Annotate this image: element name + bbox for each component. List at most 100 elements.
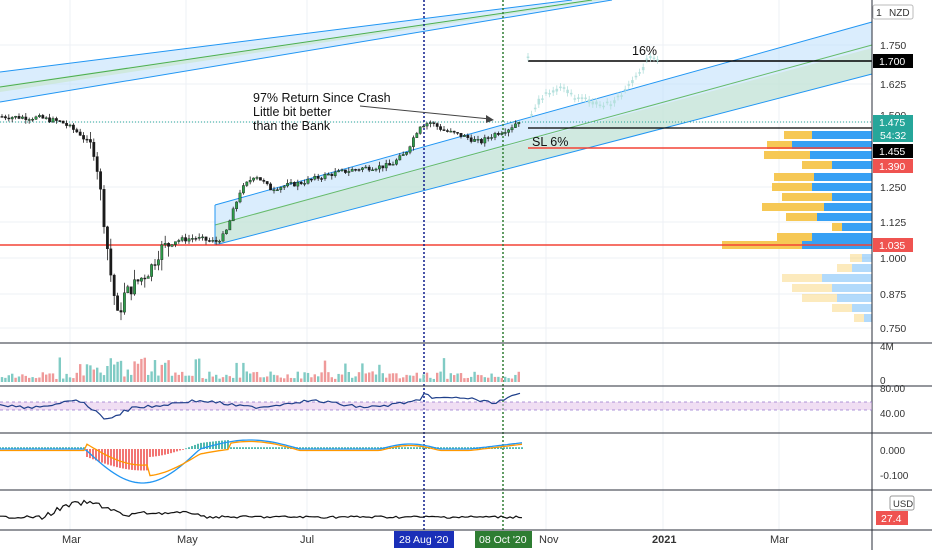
macd-bar-67 <box>200 442 202 449</box>
volume-bar-69 <box>235 362 238 382</box>
time-axis[interactable]: Mar May Jul 28 Aug '20 08 Oct '20 Nov 20… <box>62 531 789 548</box>
vp-down-12 <box>850 254 862 262</box>
candle-42 <box>143 277 147 280</box>
candle-4 <box>14 115 17 118</box>
macd-bar-20 <box>59 447 61 449</box>
macd-bar-78 <box>233 447 235 449</box>
volume-bar-21 <box>72 378 75 382</box>
volume-bar-78 <box>266 376 269 382</box>
candle-56 <box>190 238 194 240</box>
volume-bar-52 <box>177 374 180 382</box>
candle-118 <box>401 154 405 156</box>
volume-bar-86 <box>293 378 296 382</box>
macd-bar-125 <box>374 447 376 449</box>
macd-bar-117 <box>350 447 352 449</box>
macd-bar-11 <box>32 447 34 449</box>
macd-bar-151 <box>452 447 454 449</box>
volume-bar-1 <box>4 377 7 382</box>
candle-87 <box>296 181 300 187</box>
vp-up-3 <box>832 161 872 169</box>
annotation-note[interactable]: 97% Return Since Crash Little bit better… <box>253 91 494 133</box>
vp-down-15 <box>792 284 832 292</box>
volume-bar-9 <box>31 377 34 382</box>
volume-bar-77 <box>262 377 265 382</box>
macd-histogram <box>0 440 523 471</box>
volume-bars <box>0 357 520 382</box>
vp-down-5 <box>772 183 812 191</box>
candle-120 <box>408 146 412 153</box>
macd-bar-119 <box>356 447 358 449</box>
candle-149 <box>507 129 510 133</box>
macd-line <box>0 439 523 484</box>
volume-bar-53 <box>181 371 184 382</box>
candle-52 <box>177 240 181 242</box>
volume-bar-112 <box>381 373 384 382</box>
rsi-axis-upper: 80.00 <box>880 384 905 395</box>
macd-bar-16 <box>47 447 49 449</box>
candle-40 <box>136 279 140 282</box>
macd-bar-52 <box>155 449 157 457</box>
volume-bar-122 <box>415 372 418 382</box>
macd-bar-111 <box>332 447 334 449</box>
volume-bar-144 <box>490 373 493 382</box>
volume-bar-57 <box>194 359 197 382</box>
volume-bar-74 <box>252 372 255 382</box>
candle-135 <box>459 132 463 137</box>
volume-bar-148 <box>504 376 507 382</box>
candle-80 <box>272 189 276 192</box>
price-axis[interactable]: NZD 1 1.750 1.625 1.500 1.250 1.125 1.00… <box>872 4 914 335</box>
candle-55 <box>187 238 191 242</box>
macd-bar-75 <box>224 440 226 449</box>
volume-bar-4 <box>14 377 17 382</box>
candle-11 <box>38 115 41 118</box>
macd-bar-66 <box>197 443 199 449</box>
candle-27 <box>92 142 96 157</box>
candle-134 <box>456 132 459 134</box>
volume-bar-76 <box>259 377 262 382</box>
candle-16 <box>55 118 58 121</box>
candle-88 <box>299 181 303 184</box>
candle-41 <box>139 277 143 282</box>
volume-bar-29 <box>99 372 102 382</box>
main-channel[interactable] <box>214 21 873 246</box>
volume-bar-83 <box>283 378 286 382</box>
macd-bar-18 <box>53 447 55 449</box>
volume-bar-5 <box>17 376 21 382</box>
macd-bar-69 <box>206 442 208 449</box>
volume-bar-84 <box>286 374 289 382</box>
volume-bar-95 <box>323 360 327 382</box>
countdown-label: 54:32 <box>880 130 906 142</box>
macd-bar-95 <box>284 447 286 449</box>
macd-bar-9 <box>26 447 28 449</box>
volume-bar-108 <box>368 372 371 382</box>
volume-bar-27 <box>92 369 95 382</box>
volume-bar-38 <box>130 374 133 382</box>
volume-bar-131 <box>446 378 449 382</box>
volume-bar-39 <box>133 361 136 382</box>
macd-bar-14 <box>41 447 43 449</box>
volume-bar-13 <box>45 374 48 382</box>
volume-bar-121 <box>412 375 415 382</box>
macd-bar-161 <box>482 447 484 449</box>
candle-15 <box>51 118 55 123</box>
candle-8 <box>27 119 31 121</box>
macd-bar-139 <box>416 447 418 449</box>
upper-channel[interactable] <box>0 0 613 103</box>
macd-bar-148 <box>443 447 445 449</box>
volume-bar-97 <box>330 377 333 382</box>
volume-bar-60 <box>204 378 208 382</box>
volume-bar-73 <box>249 373 252 382</box>
candle-12 <box>41 115 45 119</box>
macd-bar-142 <box>425 447 427 449</box>
candle-25 <box>85 138 89 141</box>
macd-bar-83 <box>248 447 250 449</box>
macd-bar-147 <box>440 447 442 449</box>
macd-bar-74 <box>221 440 223 449</box>
vp-up-15 <box>832 284 872 292</box>
macd-bar-169 <box>506 447 508 449</box>
volume-bar-62 <box>211 376 214 382</box>
top-tick: 1 <box>876 7 882 19</box>
candle-85 <box>289 182 293 184</box>
